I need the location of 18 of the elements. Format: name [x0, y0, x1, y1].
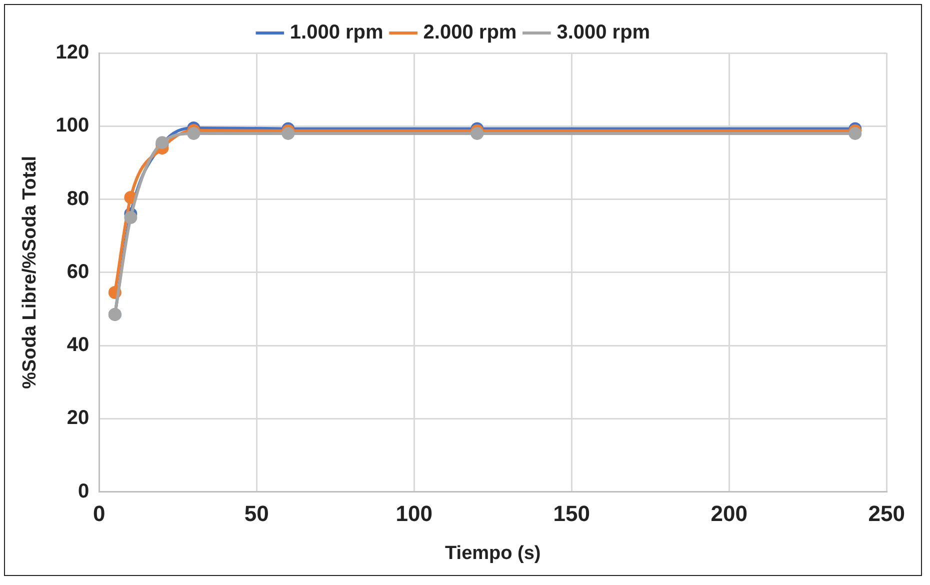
y-tick-label: 0: [78, 480, 90, 502]
x-axis-title: Tiempo (s): [445, 542, 541, 564]
x-tick-label: 100: [396, 501, 433, 526]
x-tick-label: 150: [553, 501, 590, 526]
y-axis-title: %Soda Libre/%Soda Total: [20, 156, 41, 389]
y-tick-label: 120: [56, 42, 90, 64]
y-tick-label: 20: [66, 407, 90, 430]
y-tick-label: 80: [66, 188, 90, 210]
x-tick-label: 50: [244, 501, 269, 526]
x-tick-label: 250: [868, 501, 906, 526]
legend-label: 1.000 rpm: [290, 22, 384, 44]
y-tick-label: 60: [66, 260, 90, 283]
x-tick-label: 200: [710, 501, 748, 526]
y-tick-label: 40: [66, 334, 90, 356]
x-tick-label: 0: [93, 501, 106, 526]
y-tick-label: 100: [56, 114, 90, 137]
legend-label: 2.000 rpm: [423, 22, 517, 44]
legend-label: 3.000 rpm: [556, 22, 650, 44]
